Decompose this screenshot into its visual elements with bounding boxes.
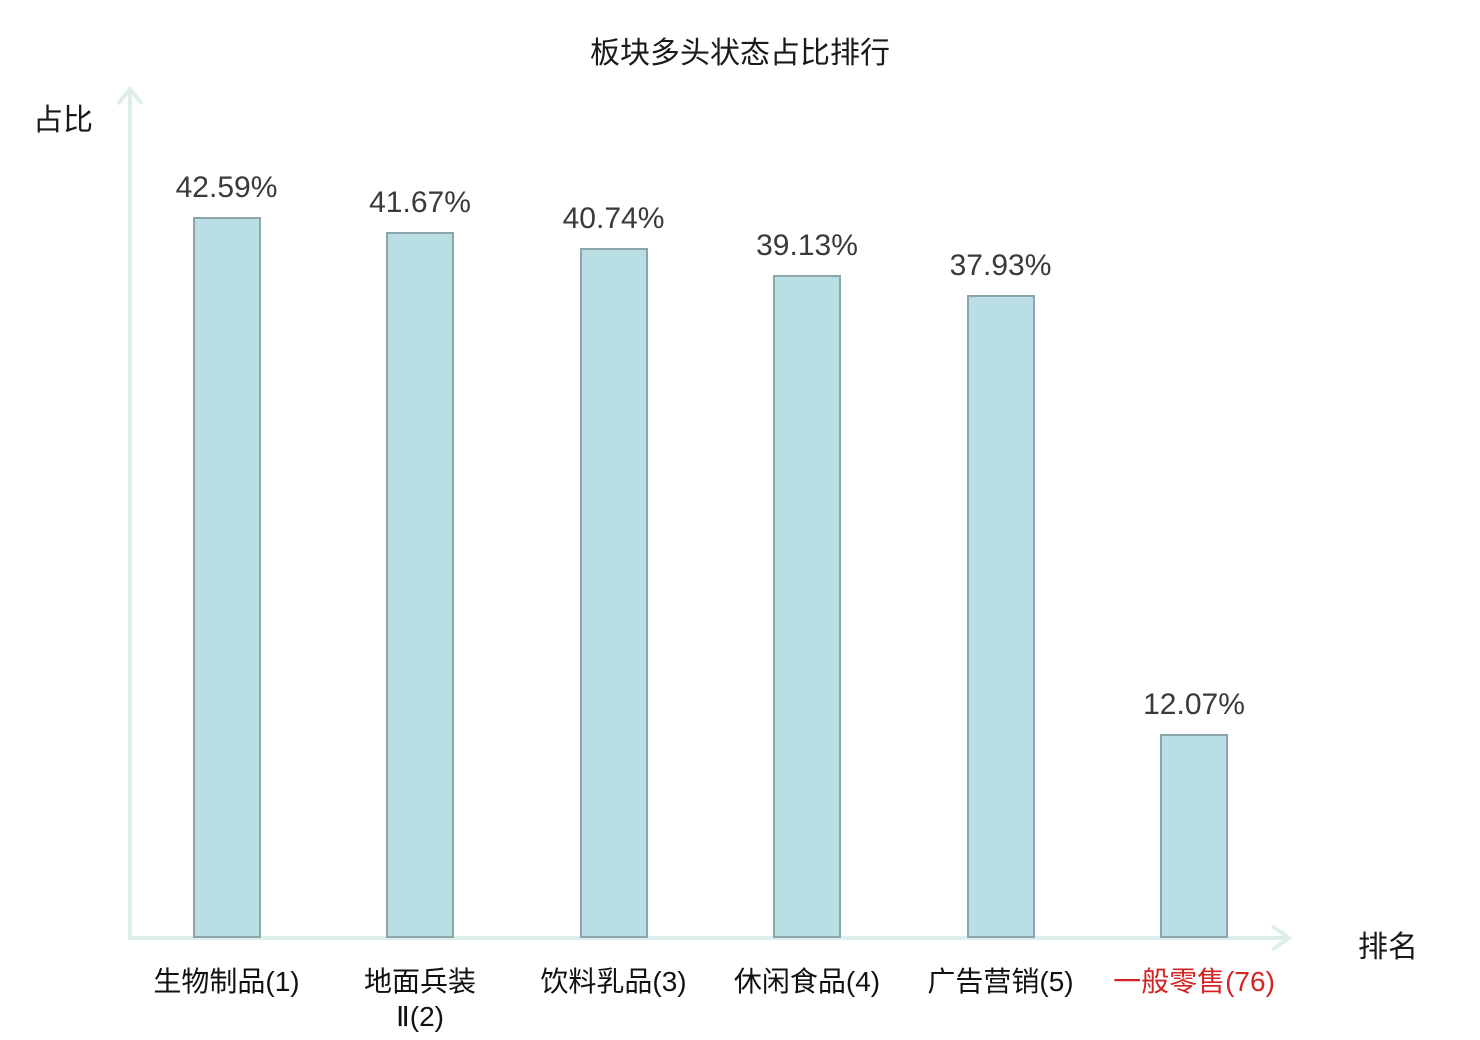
bar-value-label: 41.67%	[369, 186, 471, 219]
bar	[579, 248, 648, 938]
x-axis-label: 排名	[1358, 931, 1418, 964]
y-axis-arrow-icon	[116, 85, 144, 106]
bar-value-label: 42.59%	[175, 171, 278, 204]
bar	[966, 295, 1035, 938]
x-tick-label: 生物制品(1)	[153, 966, 300, 997]
bar	[192, 217, 261, 938]
x-tick-label: 一般零售(76)	[1113, 966, 1275, 997]
x-tick-label: 休闲食品(4)	[733, 966, 881, 997]
x-tick-label: 地面兵装 Ⅱ(2)	[363, 966, 477, 1032]
y-axis-label: 占比	[33, 104, 93, 137]
bar-value-label: 39.13%	[756, 229, 858, 262]
x-axis-arrow-icon	[1270, 924, 1293, 952]
bar	[1160, 734, 1228, 938]
bar-value-label: 37.93%	[949, 249, 1052, 282]
x-tick-label: 广告营销(5)	[927, 966, 1074, 997]
bar	[386, 232, 454, 938]
bar-value-label: 12.07%	[1143, 688, 1245, 721]
bar-value-label: 40.74%	[562, 202, 665, 235]
x-tick-label: 饮料乳品(3)	[540, 966, 687, 997]
bar	[773, 275, 841, 938]
chart-title: 板块多头状态占比排行	[590, 37, 890, 70]
